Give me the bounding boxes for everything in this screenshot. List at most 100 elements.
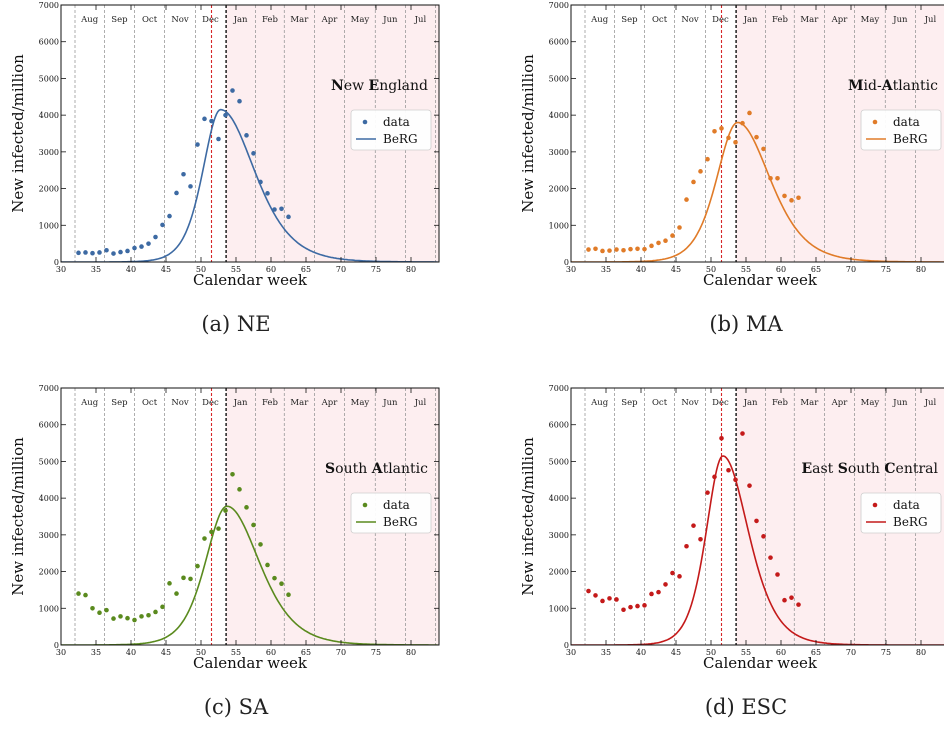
data-point [258, 179, 263, 185]
data-point [118, 249, 123, 255]
data-point [202, 536, 207, 541]
y-tick-label: 6000 [39, 421, 59, 430]
data-point [76, 250, 81, 256]
month-label: Jul [414, 15, 427, 25]
data-point [621, 247, 626, 253]
chart-panel-ma: Aug Sep Oct Nov Dec Jan Feb Mar Apr May Jun Jul 30 35… [510, 0, 944, 364]
data-point [209, 529, 214, 535]
data-point [761, 146, 766, 152]
data-point [726, 135, 731, 141]
month-label: Dec [712, 398, 729, 408]
month-label: Sep [111, 15, 128, 25]
month-label: Sep [111, 398, 128, 408]
month-label: Mar [290, 398, 309, 408]
data-point [174, 190, 179, 196]
y-tick-label: 2000 [549, 568, 569, 577]
data-point [712, 474, 717, 480]
data-point [132, 245, 137, 251]
data-point [733, 477, 738, 483]
chart-title: East South Central [801, 461, 938, 477]
y-tick-label: 0 [54, 258, 59, 267]
data-point [209, 118, 214, 124]
month-label: May [351, 15, 370, 25]
data-point [97, 250, 102, 255]
month-label: Oct [652, 15, 668, 25]
chart-panel-ne: Aug Sep Oct Nov Dec Jan Feb Mar Apr May Jun Jul 30 35… [0, 0, 472, 364]
data-point [146, 241, 151, 246]
data-point [83, 250, 88, 255]
data-point [754, 518, 759, 524]
data-point [719, 126, 724, 131]
data-point [600, 598, 605, 604]
y-tick-label: 1000 [39, 604, 59, 613]
month-label: Jun [382, 15, 398, 25]
month-label: Jan [233, 398, 248, 408]
data-point [586, 588, 591, 594]
legend-model-label: BeRG [893, 515, 928, 529]
data-point [76, 591, 81, 596]
month-label: Apr [321, 398, 339, 408]
data-point [244, 505, 249, 510]
x-tick-label: 60 [776, 648, 786, 657]
x-tick-label: 40 [126, 265, 136, 274]
data-point [614, 597, 619, 602]
month-label: Oct [142, 15, 158, 25]
data-point [251, 522, 256, 528]
data-point [132, 617, 137, 623]
legend-model-label: BeRG [893, 132, 928, 146]
caption-ma: (b) MA [709, 312, 783, 336]
data-point [663, 238, 668, 244]
data-point [286, 214, 291, 220]
data-point [684, 197, 689, 202]
month-label: Feb [772, 398, 788, 408]
data-point [90, 250, 95, 256]
y-tick-label: 4000 [39, 111, 59, 120]
plot-frame [60, 387, 440, 646]
x-tick-label: 45 [671, 265, 681, 274]
data-point [216, 526, 221, 531]
data-point [153, 609, 158, 615]
y-tick-label: 2000 [39, 568, 59, 577]
y-tick-label: 0 [54, 641, 59, 650]
month-label: May [351, 398, 370, 408]
data-point [628, 604, 633, 610]
plot-frame [570, 4, 944, 263]
data-point [237, 487, 242, 492]
data-point [181, 575, 186, 581]
data-point [607, 248, 612, 253]
data-point [789, 198, 794, 203]
x-tick-label: 45 [671, 648, 681, 657]
legend-box [860, 492, 942, 534]
month-label: Jul [924, 15, 937, 25]
legend: data BeRG [350, 492, 432, 534]
y-axis-label: New infected/million [519, 437, 537, 596]
x-axis-label: Calendar week [193, 654, 308, 672]
month-label: Jan [743, 15, 758, 25]
legend-data-label: data [893, 115, 920, 129]
data-point [265, 191, 270, 196]
legend-data-marker [362, 119, 368, 125]
plot-frame [570, 387, 944, 646]
data-point [181, 171, 186, 177]
x-tick-label: 75 [881, 265, 891, 274]
y-axis-label: New infected/million [9, 437, 27, 596]
data-point [167, 581, 172, 586]
x-tick-label: 30 [566, 648, 576, 657]
data-point [754, 134, 759, 140]
month-label: Nov [681, 15, 699, 25]
data-point [251, 151, 256, 156]
month-label: Jun [892, 15, 908, 25]
data-point [642, 246, 647, 252]
month-label: Feb [772, 15, 788, 25]
month-label: Jan [743, 398, 758, 408]
legend-model-label: BeRG [383, 132, 418, 146]
y-tick-label: 6000 [39, 38, 59, 47]
legend-data-marker [362, 502, 368, 508]
y-axis-label: New infected/million [9, 54, 27, 213]
data-point [670, 570, 675, 576]
y-tick-label: 0 [564, 258, 569, 267]
month-label: Apr [321, 15, 339, 25]
data-point [139, 614, 144, 619]
chart-title: Mid-Atlantic [848, 78, 938, 94]
data-point [118, 614, 123, 619]
